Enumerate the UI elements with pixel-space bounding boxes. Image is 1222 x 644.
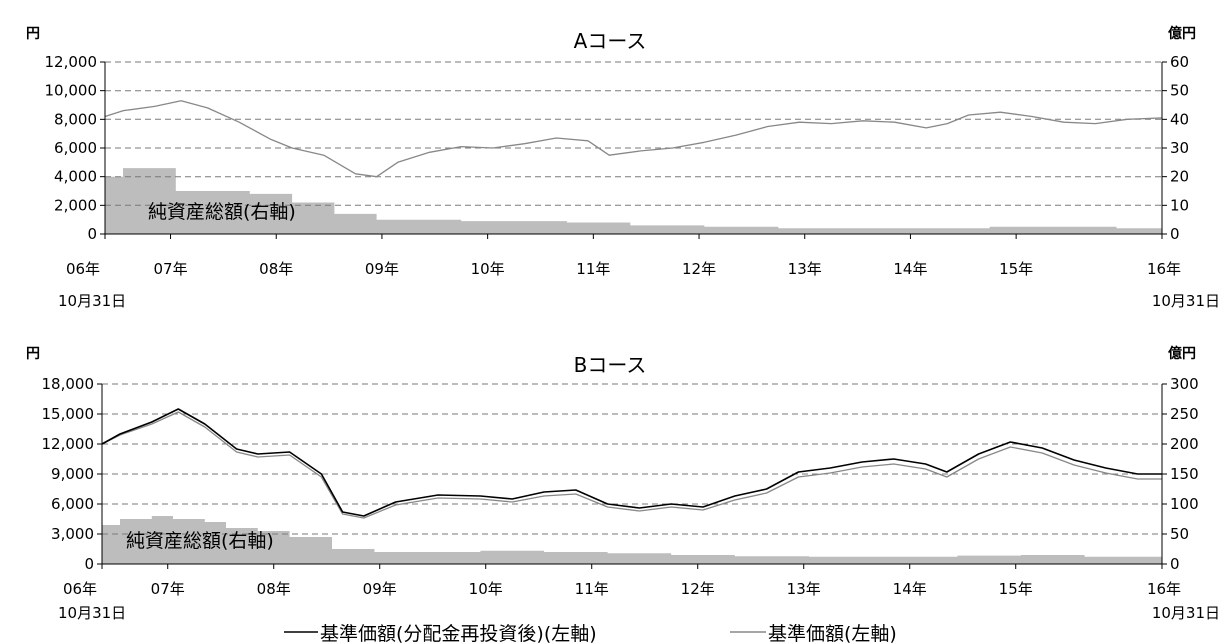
x-tick-label: 15年 (999, 260, 1033, 278)
y2-tick-label: 250 (1170, 405, 1199, 423)
chart-b-title: Bコース (574, 353, 647, 377)
x-tick-label: 16年 (1147, 580, 1181, 598)
chart-b-net-assets-area (102, 516, 1162, 564)
y-tick-label: 6,000 (54, 139, 97, 157)
x-tick-label: 07年 (153, 260, 187, 278)
chart-a-x-end-date: 10月31日 (1152, 292, 1220, 310)
chart-a-axes (100, 61, 1167, 239)
chart-b-x-end-date: 10月31日 (1152, 604, 1220, 622)
series-line (104, 100, 1163, 178)
x-tick-label: 11年 (576, 260, 610, 278)
y-tick-label: 6,000 (51, 495, 94, 513)
legend-label-nav: 基準価額(左軸) (768, 623, 897, 644)
x-tick-label: 14年 (893, 580, 927, 598)
y-tick-label: 10,000 (45, 82, 98, 100)
x-tick-label: 08年 (259, 260, 293, 278)
chart-a-series-lines (104, 100, 1163, 178)
y2-tick-label: 30 (1170, 139, 1189, 157)
series-line (101, 408, 1162, 517)
x-tick-label: 11年 (575, 580, 609, 598)
chart-b-right-tick-labels: 0 50 100 150 200 250 300 (1170, 375, 1199, 573)
chart-a-left-tick-labels: 0 2,000 4,000 6,000 8,000 10,000 12,000 (45, 53, 98, 243)
chart-b-left-unit: 円 (26, 346, 40, 362)
x-tick-label: 08年 (257, 580, 291, 598)
y2-tick-label: 200 (1170, 435, 1199, 453)
y2-tick-label: 100 (1170, 495, 1199, 513)
y-tick-label: 18,000 (42, 375, 95, 393)
x-tick-label: 13年 (787, 580, 821, 598)
y2-tick-label: 60 (1170, 53, 1189, 71)
y-tick-label: 12,000 (45, 53, 98, 71)
y2-tick-label: 150 (1170, 465, 1199, 483)
x-tick-label: 10年 (471, 260, 505, 278)
chart-a-right-unit: 億円 (1168, 25, 1196, 42)
x-tick-label: 13年 (788, 260, 822, 278)
chart-a-net-assets-area (105, 168, 1162, 234)
y2-tick-label: 300 (1170, 375, 1199, 393)
y-tick-label: 0 (87, 225, 97, 243)
y-tick-label: 3,000 (51, 525, 94, 543)
x-tick-label: 10年 (469, 580, 503, 598)
chart-a-right-tick-labels: 0 10 20 30 40 50 60 (1170, 53, 1189, 243)
y-tick-label: 4,000 (54, 168, 97, 186)
y-tick-label: 2,000 (54, 196, 97, 214)
x-tick-label: 16年 (1147, 260, 1181, 278)
x-tick-label: 15年 (999, 580, 1033, 598)
y2-tick-label: 0 (1170, 225, 1180, 243)
chart-b-gridlines (102, 383, 1162, 535)
y2-tick-label: 20 (1170, 168, 1189, 186)
y-tick-label: 12,000 (42, 435, 95, 453)
net-assets-area-shape (102, 516, 1162, 564)
chart-b-right-unit: 億円 (1168, 345, 1196, 362)
x-tick-label: 14年 (893, 260, 927, 278)
x-tick-label: 09年 (363, 580, 397, 598)
chart-b-left-tick-labels: 0 3,000 6,000 9,000 12,000 15,000 18,000 (42, 375, 95, 573)
x-tick-label: 09年 (365, 260, 399, 278)
chart-a-left-unit: 円 (26, 26, 40, 42)
chart-b-series-lines (101, 408, 1162, 519)
chart-a-x-tick-labels: 06年 07年 08年 09年 10年 11年 12年 13年 14年 15年 16年 (66, 260, 1181, 278)
y-tick-label: 0 (84, 555, 94, 573)
chart-a-x-start-date: 10月31日 (58, 292, 126, 310)
chart-b-net-assets-label: 純資産総額(右軸) (126, 530, 274, 552)
y-tick-label: 15,000 (42, 405, 95, 423)
y2-tick-label: 50 (1170, 82, 1189, 100)
y2-tick-label: 10 (1170, 196, 1189, 214)
x-tick-label: 12年 (682, 260, 716, 278)
chart-a-net-assets-label: 純資産総額(右軸) (148, 201, 296, 223)
y-tick-label: 8,000 (54, 110, 97, 128)
series-line (101, 411, 1162, 519)
legend-label-reinvested: 基準価額(分配金再投資後)(左軸) (320, 623, 597, 644)
x-tick-label: 06年 (63, 580, 97, 598)
y2-tick-label: 0 (1170, 555, 1180, 573)
legend: 基準価額(分配金再投資後)(左軸) 基準価額(左軸) (284, 623, 897, 644)
chart-b-x-tick-labels: 06年 07年 08年 09年 10年 11年 12年 13年 14年 15年 16年 (63, 580, 1181, 598)
chart-a: 円 億円 Aコース 純資産総額(右軸) 0 2,000 4,000 6,000 8,00… (26, 25, 1220, 310)
x-tick-label: 06年 (66, 260, 100, 278)
x-tick-label: 07年 (151, 580, 185, 598)
x-tick-label: 12年 (681, 580, 715, 598)
chart-a-title: Aコース (574, 29, 647, 53)
chart-b-axes (97, 383, 1167, 569)
chart-a-gridlines (105, 61, 1162, 206)
chart-b-x-start-date: 10月31日 (58, 604, 126, 622)
net-assets-area-shape (105, 168, 1162, 234)
chart-b: 円 億円 Bコース 純資産総額(右軸) 0 3,000 6,000 9,000 12,0… (26, 345, 1220, 622)
y2-tick-label: 50 (1170, 525, 1189, 543)
y-tick-label: 9,000 (51, 465, 94, 483)
y2-tick-label: 40 (1170, 110, 1189, 128)
